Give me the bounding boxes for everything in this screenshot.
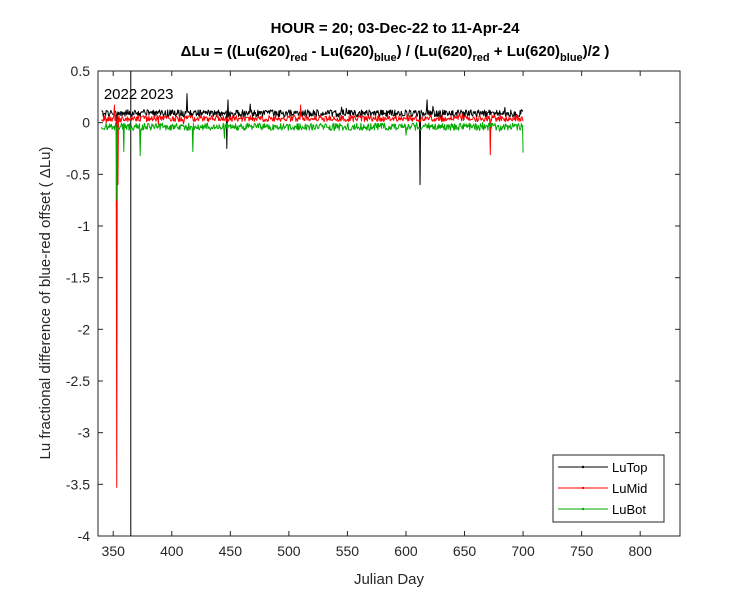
y-tick-label: -2.5 — [66, 373, 90, 389]
x-tick-label: 400 — [160, 543, 184, 559]
legend: LuTop LuMid LuBot — [552, 454, 665, 523]
x-tick-label: 450 — [219, 543, 243, 559]
legend-label-lumid: LuMid — [612, 481, 647, 496]
y-tick-label: 0 — [82, 115, 90, 131]
chart-title-line2: ΔLu = ((Lu(620)red - Lu(620)blue) / (Lu(… — [181, 43, 610, 64]
y-tick-label: -3 — [78, 425, 91, 441]
x-tick-label: 550 — [336, 543, 360, 559]
y-tick-label: -2 — [78, 321, 91, 337]
title-sub-4: blue — [560, 52, 583, 64]
legend-entries: LuTop LuMid LuBot — [558, 460, 647, 517]
y-tick-label: -0.5 — [66, 166, 90, 182]
legend-marker-lutop — [581, 465, 585, 469]
title-sub-3: red — [472, 52, 489, 64]
x-tick-label: 600 — [394, 543, 418, 559]
y-tick-label: -4 — [78, 528, 91, 544]
x-tick-label: 800 — [629, 543, 653, 559]
x-tick-label: 700 — [511, 543, 535, 559]
x-tick-label: 350 — [102, 543, 126, 559]
axis-ticks: 350 400 450 500 550 600 650 700 750 800 0.5 0 -0.5 -1… — [66, 63, 680, 559]
year-marker: 2022 2023 — [104, 71, 174, 536]
title-sub-2: blue — [374, 52, 397, 64]
y-tick-label: -3.5 — [66, 476, 90, 492]
title-part-5: )/2 ) — [583, 43, 610, 60]
y-tick-label: -1.5 — [66, 270, 90, 286]
x-tick-label: 750 — [570, 543, 594, 559]
y-tick-label: -1 — [78, 218, 91, 234]
legend-marker-lumid — [581, 486, 585, 490]
legend-label-lutop: LuTop — [612, 460, 647, 475]
year-label: 2022 — [104, 86, 137, 103]
title-part-4: + Lu(620) — [490, 43, 560, 60]
title-part-1: ΔLu = ((Lu(620) — [181, 43, 291, 60]
title-part-3: ) / (Lu(620) — [397, 43, 473, 60]
legend-marker-lubot — [581, 507, 585, 511]
y-tick-label: 0.5 — [71, 63, 91, 79]
year-label: 2023 — [140, 86, 173, 103]
x-axis-label: Julian Day — [354, 571, 425, 588]
x-tick-label: 650 — [453, 543, 477, 559]
title-part-2: - Lu(620) — [307, 43, 374, 60]
series-line-lutop — [101, 93, 524, 186]
series-lines — [101, 93, 524, 488]
series-line-lumid — [101, 104, 524, 488]
x-tick-label: 500 — [277, 543, 301, 559]
chart-title-line1: HOUR = 20; 03-Dec-22 to 11-Apr-24 — [271, 20, 520, 37]
title-sub-1: red — [290, 52, 307, 64]
y-axis-label: Lu fractional difference of blue-red off… — [37, 147, 54, 460]
legend-label-lubot: LuBot — [612, 502, 646, 517]
series-line-lubot — [101, 121, 524, 201]
